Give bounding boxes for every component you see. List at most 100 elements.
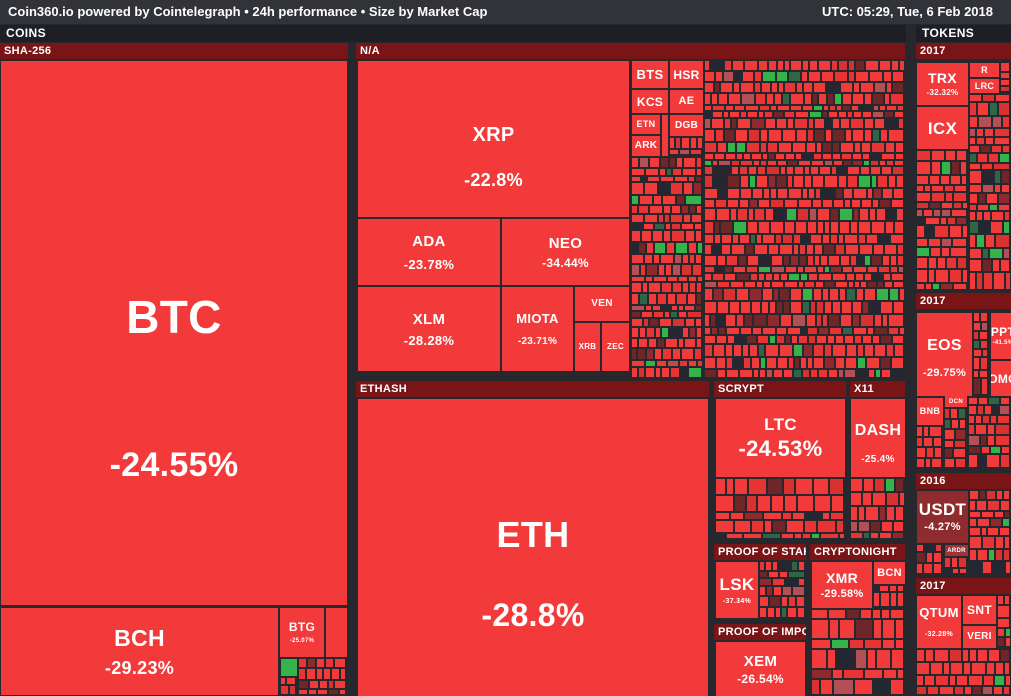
mosaic-coin-tile[interactable] xyxy=(795,119,807,128)
mosaic-coin-tile[interactable] xyxy=(886,119,897,128)
mosaic-coin-tile[interactable] xyxy=(889,328,898,334)
mosaic-coin-tile[interactable] xyxy=(809,119,813,128)
mosaic-coin-tile[interactable] xyxy=(731,513,743,519)
mosaic-coin-tile[interactable] xyxy=(1004,491,1009,499)
mosaic-coin-tile[interactable] xyxy=(719,189,726,198)
mosaic-coin-tile[interactable] xyxy=(856,650,866,668)
mosaic-coin-tile[interactable] xyxy=(839,235,843,243)
mosaic-coin-tile[interactable] xyxy=(952,420,958,428)
mosaic-coin-tile[interactable] xyxy=(784,256,789,265)
mosaic-coin-tile[interactable] xyxy=(875,315,881,326)
mosaic-coin-tile[interactable] xyxy=(873,610,880,618)
mosaic-coin-tile[interactable] xyxy=(892,61,898,70)
mosaic-coin-tile[interactable] xyxy=(867,358,879,368)
tile-usdt[interactable]: USDT -4.27% xyxy=(917,491,968,543)
mosaic-coin-tile[interactable] xyxy=(945,409,949,418)
mosaic-coin-tile[interactable] xyxy=(827,83,839,92)
mosaic-coin-tile[interactable] xyxy=(986,138,993,144)
mosaic-coin-tile[interactable] xyxy=(974,341,979,348)
mosaic-coin-tile[interactable] xyxy=(736,336,745,343)
mosaic-coin-tile[interactable] xyxy=(733,61,743,70)
mosaic-coin-tile[interactable] xyxy=(991,519,1001,526)
mosaic-coin-tile[interactable] xyxy=(898,106,903,110)
mosaic-coin-tile[interactable] xyxy=(875,119,884,128)
mosaic-coin-tile[interactable] xyxy=(716,130,723,141)
mosaic-coin-tile[interactable] xyxy=(803,534,810,538)
mosaic-coin-tile[interactable] xyxy=(854,267,866,272)
mosaic-coin-tile[interactable] xyxy=(970,528,980,535)
mosaic-coin-tile[interactable] xyxy=(724,72,733,81)
mosaic-coin-tile[interactable] xyxy=(952,162,959,174)
mosaic-coin-tile[interactable] xyxy=(874,620,881,638)
tile-trx[interactable]: TRX -32.32% xyxy=(917,63,968,105)
mosaic-coin-tile[interactable] xyxy=(705,112,711,117)
mosaic-coin-tile[interactable] xyxy=(882,154,894,159)
mosaic-coin-tile[interactable] xyxy=(645,255,652,263)
mosaic-coin-tile[interactable] xyxy=(896,479,903,491)
mosaic-coin-tile[interactable] xyxy=(680,150,689,154)
mosaic-coin-tile[interactable] xyxy=(868,267,877,272)
mosaic-coin-tile[interactable] xyxy=(858,345,863,356)
mosaic-coin-tile[interactable] xyxy=(933,284,939,289)
mosaic-coin-tile[interactable] xyxy=(823,513,829,519)
mosaic-coin-tile[interactable] xyxy=(813,176,823,187)
mosaic-coin-tile[interactable] xyxy=(768,143,777,152)
mosaic-coin-tile[interactable] xyxy=(780,245,792,254)
mosaic-coin-tile[interactable] xyxy=(290,686,295,694)
mosaic-coin-tile[interactable] xyxy=(934,438,941,446)
mosaic-coin-tile[interactable] xyxy=(741,176,748,187)
mosaic-coin-tile[interactable] xyxy=(848,176,857,187)
mosaic-coin-tile[interactable] xyxy=(679,339,683,347)
mosaic-coin-tile[interactable] xyxy=(844,161,851,165)
mosaic-coin-tile[interactable] xyxy=(655,243,665,253)
mosaic-coin-tile[interactable] xyxy=(783,235,792,243)
mosaic-coin-tile[interactable] xyxy=(932,459,941,467)
mosaic-coin-tile[interactable] xyxy=(823,154,831,159)
mosaic-coin-tile[interactable] xyxy=(705,274,711,280)
mosaic-coin-tile[interactable] xyxy=(862,143,870,152)
mosaic-coin-tile[interactable] xyxy=(829,610,845,618)
mosaic-coin-tile[interactable] xyxy=(749,167,756,174)
mosaic-coin-tile[interactable] xyxy=(985,129,993,136)
mosaic-coin-tile[interactable] xyxy=(690,206,695,213)
mosaic-coin-tile[interactable] xyxy=(792,562,797,570)
mosaic-coin-tile[interactable] xyxy=(731,282,743,287)
mosaic-coin-tile[interactable] xyxy=(718,302,728,313)
mosaic-coin-tile[interactable] xyxy=(995,129,1009,136)
mosaic-coin-tile[interactable] xyxy=(777,72,787,81)
mosaic-coin-tile[interactable] xyxy=(846,245,858,254)
mosaic-coin-tile[interactable] xyxy=(765,112,772,117)
mosaic-coin-tile[interactable] xyxy=(987,663,994,674)
mosaic-coin-tile[interactable] xyxy=(917,448,925,457)
mosaic-coin-tile[interactable] xyxy=(752,521,763,532)
mosaic-coin-tile[interactable] xyxy=(875,345,885,356)
mosaic-coin-tile[interactable] xyxy=(884,72,891,81)
mosaic-coin-tile[interactable] xyxy=(705,370,716,377)
tile-zec[interactable]: ZEC xyxy=(602,323,629,371)
mosaic-coin-tile[interactable] xyxy=(833,119,839,128)
mosaic-coin-tile[interactable] xyxy=(777,328,786,334)
mosaic-coin-tile[interactable] xyxy=(754,370,758,377)
mosaic-coin-tile[interactable] xyxy=(840,534,844,538)
mosaic-coin-tile[interactable] xyxy=(990,103,997,115)
mosaic-coin-tile[interactable] xyxy=(786,267,796,272)
mosaic-coin-tile[interactable] xyxy=(946,151,955,160)
mosaic-coin-tile[interactable] xyxy=(927,448,933,457)
mosaic-coin-tile[interactable] xyxy=(632,243,637,253)
tile-kcs[interactable]: KCS xyxy=(632,90,668,113)
mosaic-coin-tile[interactable] xyxy=(955,687,963,694)
mosaic-coin-tile[interactable] xyxy=(945,420,950,428)
mosaic-coin-tile[interactable] xyxy=(718,370,725,377)
tile-btg[interactable]: BTG -25.07% xyxy=(280,608,324,657)
mosaic-coin-tile[interactable] xyxy=(799,282,803,287)
mosaic-coin-tile[interactable] xyxy=(649,294,656,304)
mosaic-coin-tile[interactable] xyxy=(649,283,660,292)
mosaic-coin-tile[interactable] xyxy=(894,282,903,287)
mosaic-coin-tile[interactable] xyxy=(854,209,858,220)
mosaic-coin-tile[interactable] xyxy=(865,256,870,265)
mosaic-coin-tile[interactable] xyxy=(661,177,673,181)
tile-unlabeled[interactable] xyxy=(281,659,297,676)
mosaic-coin-tile[interactable] xyxy=(724,112,728,117)
mosaic-coin-tile[interactable] xyxy=(833,274,845,280)
mosaic-coin-tile[interactable] xyxy=(863,154,869,159)
